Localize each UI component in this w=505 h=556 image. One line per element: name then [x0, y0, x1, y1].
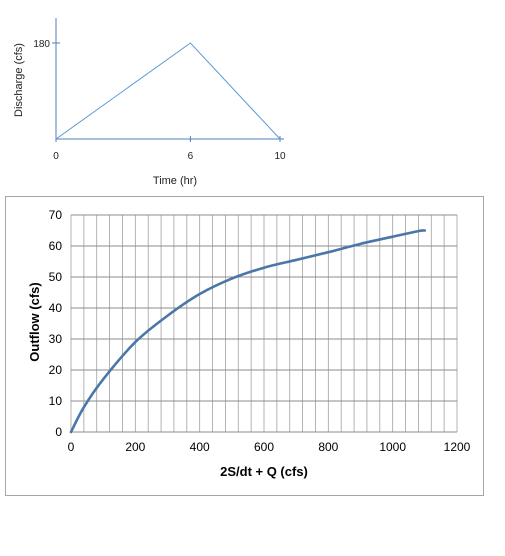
rating-curve-x-tick-label: 1000	[379, 440, 406, 454]
rating-curve-y-tick-label: 30	[49, 332, 63, 346]
rating-curve-y-tick-label: 60	[49, 239, 63, 253]
rating-curve-line	[69, 229, 427, 434]
rating-curve-x-tick-label: 0	[68, 440, 75, 454]
rating-curve-y-tick-label: 50	[49, 270, 63, 284]
rating-curve-x-tick-label: 800	[318, 440, 338, 454]
rating-curve-x-tick-label: 600	[254, 440, 274, 454]
rating-curve-x-tick-label: 400	[190, 440, 210, 454]
rating-curve-x-tick-label: 1200	[444, 440, 471, 454]
rating-curve-y-tick-label: 40	[49, 301, 63, 315]
hydrograph-x-axis-title: Time (hr)	[153, 175, 197, 187]
rating-curve-x-axis-title: 2S/dt + Q (cfs)	[220, 464, 308, 479]
rating-curve-chart-frame: 0 200 400 600 800 1000 1200 0 10 20 30 40 50 60 70 2S…	[5, 196, 484, 496]
hydrograph-line	[55, 42, 281, 140]
rating-curve-y-axis-title: Outflow (cfs)	[27, 282, 42, 361]
rating-curve-gridlines	[70, 214, 458, 433]
rating-curve-x-ticks: 0 200 400 600 800 1000 1200	[68, 440, 471, 454]
hydrograph-x-tick-label: 10	[274, 151, 286, 162]
rating-curve-x-tick-label: 200	[125, 440, 145, 454]
rating-curve-y-tick-label: 10	[49, 394, 63, 408]
rating-curve-y-tick-label: 20	[49, 363, 63, 377]
hydrograph-x-tick-label: 0	[53, 151, 59, 162]
rating-curve-y-tick-label: 70	[49, 208, 63, 222]
hydrograph-y-axis: 180	[33, 18, 60, 139]
hydrograph-x-axis: 0 6 10	[53, 136, 286, 162]
hydrograph-x-tick-label: 6	[188, 151, 194, 162]
hydrograph-y-tick-label: 180	[33, 39, 50, 50]
rating-curve-y-tick-label: 0	[55, 425, 62, 439]
hydrograph-y-axis-title: Discharge (cfs)	[13, 43, 25, 117]
rating-curve-chart: 0 200 400 600 800 1000 1200 0 10 20 30 40 50 60 70 2S…	[27, 208, 471, 479]
rating-curve-y-ticks: 0 10 20 30 40 50 60 70	[49, 208, 63, 439]
hydrograph-chart: 0 6 10 180 Time (hr) Discharge (cfs)	[13, 18, 286, 187]
